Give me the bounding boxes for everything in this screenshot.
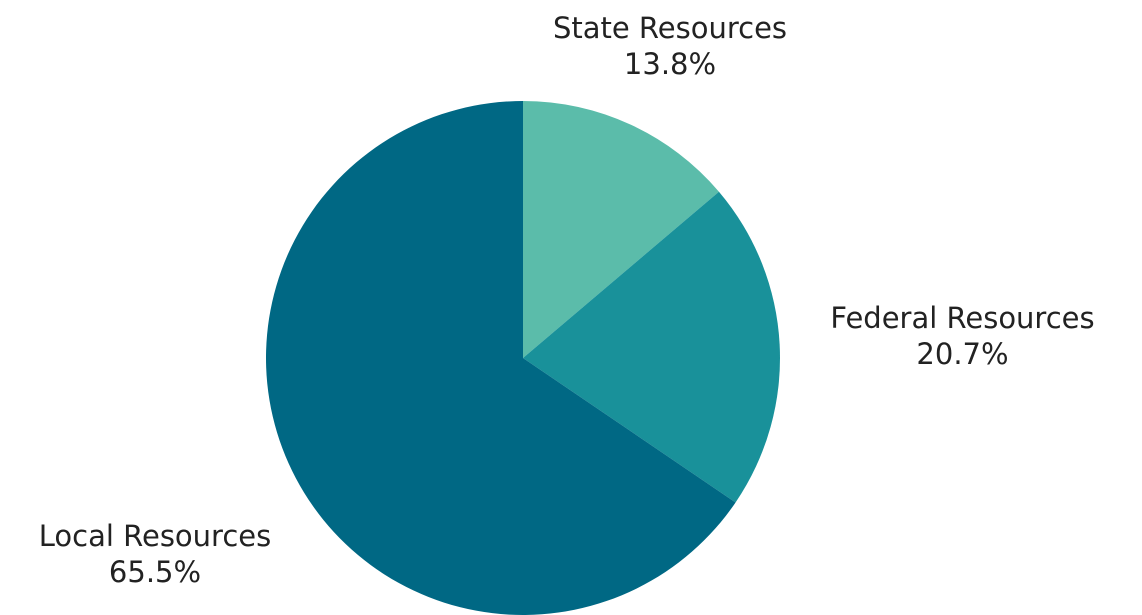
pie-slice-state [523, 101, 719, 358]
pie-slice-local [265, 101, 736, 615]
slice-name-federal: Federal Resources [830, 301, 1095, 335]
slice-label-local: Local Resources 65.5% [0, 518, 310, 590]
slice-label-federal: Federal Resources 20.7% [775, 300, 1142, 372]
slice-value-local: 65.5% [108, 555, 202, 589]
slice-name-local: Local Resources [38, 519, 272, 553]
pie-slices [265, 101, 781, 615]
slice-value-state: 13.8% [623, 47, 717, 81]
slice-value-federal: 20.7% [916, 337, 1009, 371]
pie-slice-federal [523, 191, 781, 503]
slice-name-state: State Resources [552, 11, 788, 45]
slice-label-state: State Resources 13.8% [485, 10, 855, 82]
